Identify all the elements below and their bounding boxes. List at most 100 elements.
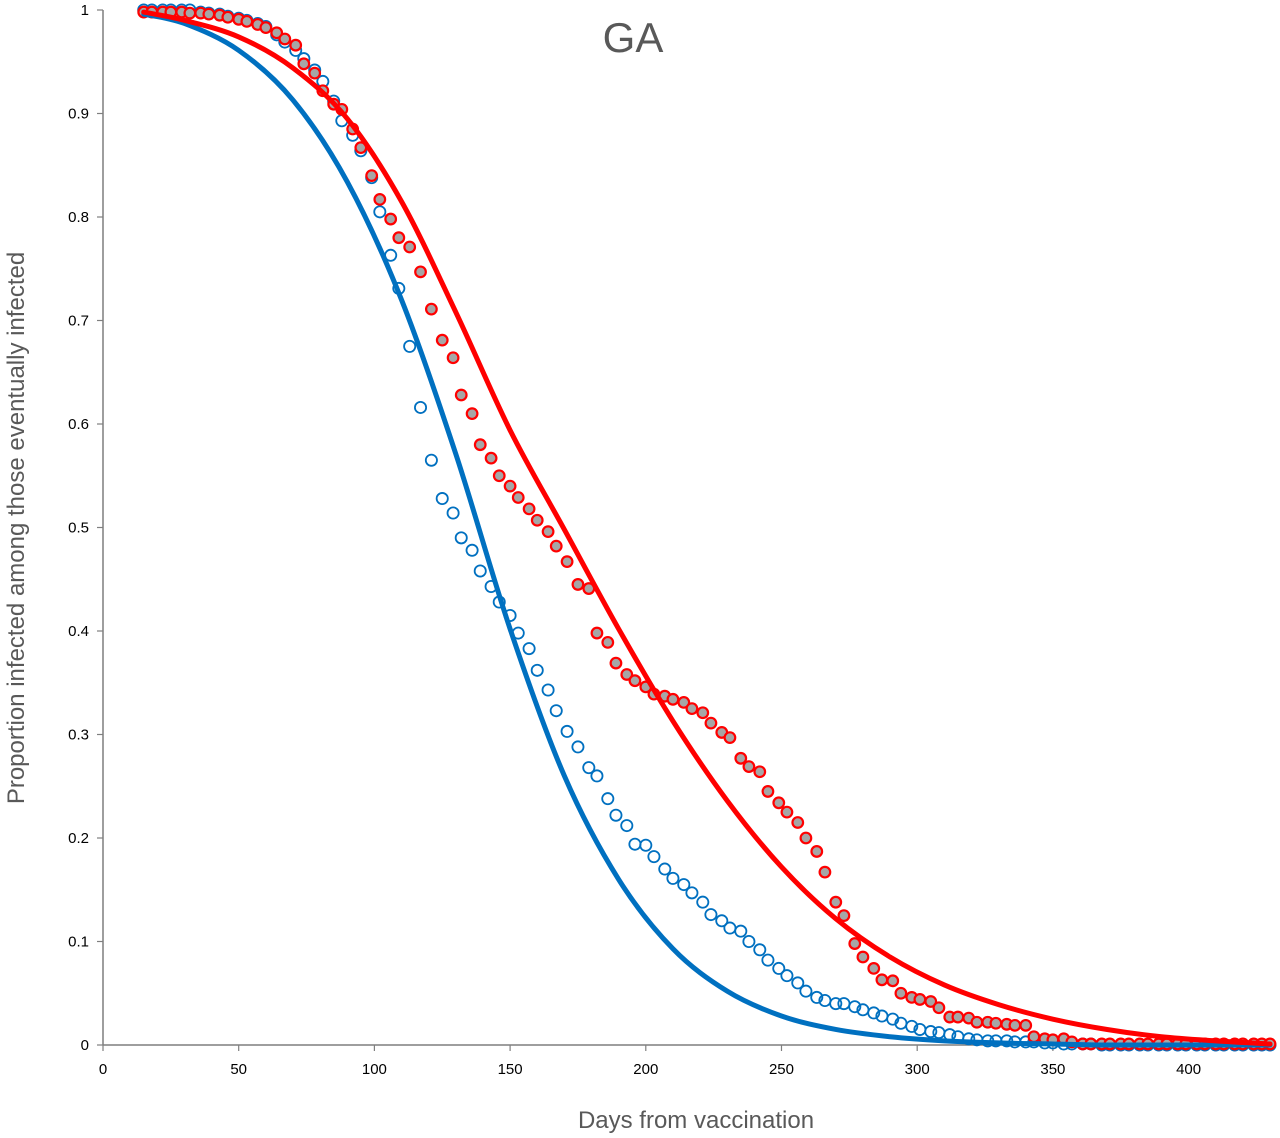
- data-point: [761, 785, 775, 798]
- x-tick-label: 400: [1176, 1061, 1201, 1078]
- data-point: [435, 492, 449, 506]
- data-point: [446, 351, 460, 365]
- data-point: [414, 400, 428, 414]
- data-point: [810, 845, 824, 858]
- data-point: [791, 976, 805, 990]
- data-point: [484, 451, 498, 465]
- data-point: [454, 388, 468, 402]
- data-point: [221, 10, 235, 24]
- data-point: [549, 539, 563, 553]
- data-point: [696, 706, 710, 720]
- data-point: [571, 740, 585, 754]
- data-point: [628, 674, 642, 688]
- data-point: [742, 760, 756, 773]
- data-point: [183, 6, 197, 20]
- data-point: [1027, 1030, 1041, 1044]
- y-tick-label: 0.6: [68, 416, 89, 433]
- x-tick-label: 200: [633, 1061, 658, 1078]
- data-point: [886, 974, 900, 988]
- data-point: [308, 66, 322, 80]
- data-point: [829, 997, 843, 1011]
- y-tick-label: 0.7: [68, 313, 89, 330]
- red-fitted-line: [141, 9, 1273, 1047]
- data-point: [289, 38, 303, 52]
- y-tick-label: 0.9: [68, 106, 89, 123]
- data-point: [465, 543, 479, 557]
- data-point: [454, 531, 468, 545]
- x-tick-labels: 0 50 100 150 200 250 300 350 400: [99, 1045, 1201, 1078]
- data-point: [867, 962, 881, 975]
- data-point: [270, 26, 284, 40]
- data-point: [856, 950, 870, 964]
- data-point: [403, 240, 417, 254]
- data-point: [704, 716, 718, 730]
- data-point: [590, 769, 604, 783]
- data-point: [658, 862, 672, 876]
- data-point: [511, 491, 525, 504]
- data-point: [666, 692, 680, 706]
- data-point: [951, 1010, 965, 1024]
- data-point: [446, 506, 460, 520]
- data-point: [522, 502, 536, 516]
- data-point: [989, 1016, 1003, 1030]
- data-point: [685, 702, 699, 716]
- data-point: [810, 990, 824, 1004]
- y-axis-title: Proportion infected among those eventual…: [3, 252, 30, 804]
- x-tick-label: 250: [769, 1061, 794, 1078]
- data-point: [278, 32, 292, 46]
- data-point: [365, 169, 379, 183]
- data-point: [403, 339, 417, 353]
- data-point: [541, 525, 555, 539]
- data-point: [530, 513, 544, 527]
- data-point: [905, 1019, 919, 1033]
- data-point: [704, 908, 718, 922]
- data-point: [639, 838, 653, 852]
- data-point: [590, 626, 604, 640]
- data-point: [503, 479, 517, 493]
- data-point: [620, 668, 634, 681]
- data-point: [202, 7, 216, 21]
- x-tick-label: 350: [1040, 1061, 1065, 1078]
- data-point: [924, 995, 938, 1008]
- data-point: [723, 921, 737, 935]
- data-point: [677, 878, 691, 892]
- data-point: [609, 808, 623, 822]
- data-point: [875, 973, 889, 987]
- plot-area: [137, 3, 1277, 1052]
- data-point: [240, 14, 254, 28]
- y-tick-label: 0: [81, 1037, 89, 1054]
- data-point: [829, 895, 843, 909]
- data-point: [541, 683, 555, 697]
- data-point: [848, 1000, 862, 1014]
- data-point: [620, 819, 634, 833]
- data-point: [685, 886, 699, 900]
- data-point: [609, 656, 623, 670]
- data-point: [522, 642, 536, 656]
- data-point: [628, 837, 642, 851]
- y-tick-label: 0.1: [68, 934, 89, 951]
- data-point: [373, 193, 387, 206]
- data-point: [753, 943, 767, 957]
- data-point: [473, 564, 487, 578]
- x-tick-label: 300: [905, 1061, 930, 1078]
- data-point: [549, 704, 563, 718]
- data-point: [734, 924, 748, 938]
- y-tick-label: 1: [81, 2, 89, 19]
- data-point: [666, 871, 680, 885]
- data-point: [772, 796, 786, 810]
- data-point: [677, 696, 691, 709]
- data-point: [465, 407, 479, 421]
- data-point: [867, 1006, 881, 1020]
- data-point: [799, 831, 813, 845]
- data-point: [837, 909, 851, 923]
- blue-hollow-points: [137, 3, 1277, 1052]
- data-point: [373, 205, 387, 219]
- data-point: [560, 555, 574, 569]
- data-point: [473, 438, 487, 452]
- data-point: [297, 57, 311, 71]
- data-point: [601, 635, 615, 649]
- x-tick-label: 50: [230, 1061, 247, 1078]
- blue-fitted-line: [141, 11, 1273, 1048]
- data-point: [894, 986, 908, 1000]
